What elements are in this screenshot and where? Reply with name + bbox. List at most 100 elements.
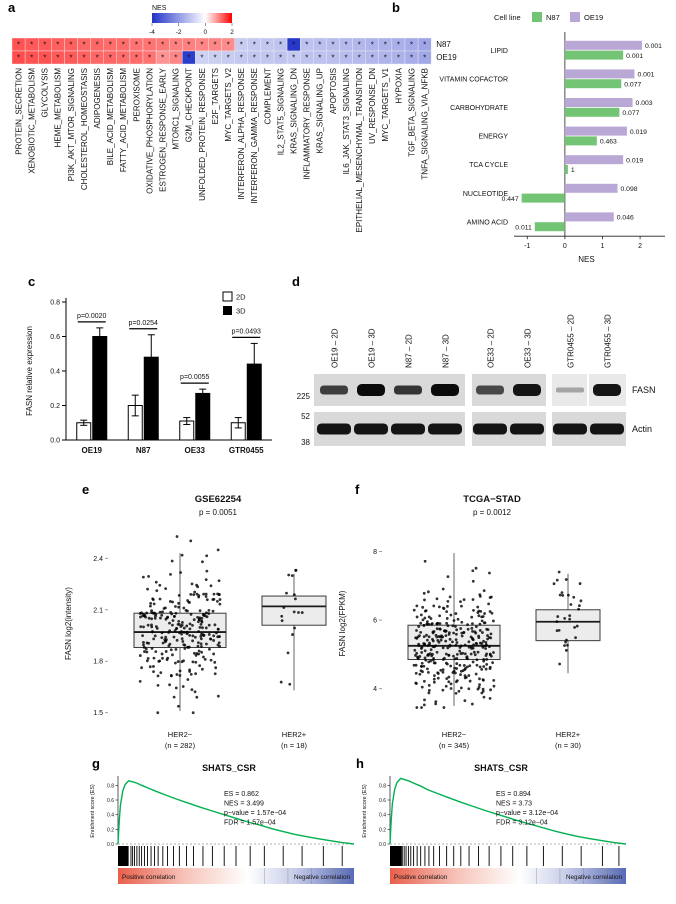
svg-text:*: * (148, 41, 151, 50)
svg-text:0.4: 0.4 (379, 813, 386, 819)
svg-text:0.077: 0.077 (624, 81, 641, 88)
panel-label-c: c (28, 274, 36, 289)
svg-text:0.098: 0.098 (621, 186, 638, 193)
svg-text:-4: -4 (149, 29, 155, 36)
svg-text:KRAS_SIGNALING_DN: KRAS_SIGNALING_DN (289, 68, 298, 154)
svg-text:HER2+: HER2+ (556, 730, 581, 739)
svg-text:0: 0 (204, 29, 208, 36)
svg-text:0.001: 0.001 (637, 72, 654, 79)
svg-text:*: * (371, 41, 374, 50)
svg-text:*: * (17, 41, 20, 50)
panel-label-b: b (392, 0, 400, 15)
svg-text:*: * (253, 54, 256, 63)
svg-text:GTR0455: GTR0455 (229, 446, 264, 455)
svg-text:0.0: 0.0 (379, 842, 386, 848)
svg-text:*: * (227, 54, 230, 63)
svg-text:NES = 3.73: NES = 3.73 (496, 801, 532, 808)
svg-text:SHATS_CSR: SHATS_CSR (202, 763, 256, 773)
svg-text:VITAMIN COFACTOR: VITAMIN COFACTOR (439, 76, 508, 83)
svg-text:PROTEIN_SECRETION: PROTEIN_SECRETION (14, 68, 23, 155)
svg-text:*: * (174, 54, 177, 63)
svg-text:XENOBIOTIC_METABOLISM: XENOBIOTIC_METABOLISM (27, 68, 36, 174)
svg-text:OE19 – 3D: OE19 – 3D (368, 328, 377, 368)
svg-text:OE33 – 3D: OE33 – 3D (524, 328, 533, 368)
svg-text:MTORC1_SIGNALING: MTORC1_SIGNALING (172, 68, 181, 150)
svg-text:KRAS_SIGNALING_UP: KRAS_SIGNALING_UP (316, 68, 325, 153)
svg-text:0.2: 0.2 (107, 827, 114, 833)
tcga-stad-boxplot: TCGA−STAD p = 0.0012 4 6 8 FASN log2(FPKM) HER… (338, 494, 601, 750)
svg-text:N87: N87 (436, 40, 451, 49)
svg-text:INTERFERON_GAMMA_RESPONSE: INTERFERON_GAMMA_RESPONSE (250, 68, 259, 204)
svg-text:0.8: 0.8 (379, 783, 386, 789)
svg-text:*: * (135, 54, 138, 63)
svg-text:Negative correlation: Negative correlation (566, 874, 622, 881)
svg-text:*: * (240, 41, 243, 50)
svg-text:TNFA_SIGNALING_VIA_NFKB: TNFA_SIGNALING_VIA_NFKB (420, 68, 429, 180)
svg-text:UV_RESPONSE_DN: UV_RESPONSE_DN (368, 68, 377, 144)
svg-text:8: 8 (373, 549, 377, 556)
svg-text:COMPLEMENT: COMPLEMENT (263, 68, 272, 125)
svg-text:0.0: 0.0 (50, 438, 60, 445)
svg-text:p=0.0254: p=0.0254 (129, 320, 158, 327)
svg-text:FASN relative expression: FASN relative expression (25, 326, 34, 416)
svg-text:*: * (82, 41, 85, 50)
svg-text:*: * (279, 54, 282, 63)
svg-text:N87: N87 (136, 446, 151, 455)
svg-text:Positive correlation: Positive correlation (122, 874, 176, 881)
svg-text:FDR = 1.57e−04: FDR = 1.57e−04 (224, 820, 276, 827)
svg-text:0.6: 0.6 (50, 334, 60, 341)
svg-text:EPITHELIAL_MESENCHYMAL_TRANSIT: EPITHELIAL_MESENCHYMAL_TRANSITION (355, 68, 364, 233)
svg-text:IL6_JAK_STAT3_SIGNALING: IL6_JAK_STAT3_SIGNALING (342, 68, 351, 174)
svg-text:*: * (161, 54, 164, 63)
svg-text:UNFOLDED_PROTEIN_RESPONSE: UNFOLDED_PROTEIN_RESPONSE (198, 68, 207, 201)
svg-text:52: 52 (301, 412, 310, 421)
svg-text:N87 – 3D: N87 – 3D (442, 334, 451, 368)
svg-text:2.4: 2.4 (93, 556, 103, 563)
svg-text:4: 4 (373, 686, 377, 693)
svg-text:0.011: 0.011 (515, 224, 532, 231)
svg-text:*: * (331, 54, 334, 63)
svg-text:OE33 – 2D: OE33 – 2D (487, 328, 496, 368)
svg-text:FASN log2(FPKM): FASN log2(FPKM) (338, 590, 347, 656)
svg-text:G2M_CHECKPOINT: G2M_CHECKPOINT (185, 68, 194, 142)
svg-text:p−value = 3.12e−04: p−value = 3.12e−04 (496, 810, 558, 817)
svg-text:OE19: OE19 (82, 446, 103, 455)
svg-text:*: * (43, 41, 46, 50)
svg-text:*: * (213, 54, 216, 63)
shats-csr-gsea-right: SHATS_CSR 0.0 0.2 0.4 0.6 0.8 Enrichment score… (362, 763, 627, 884)
svg-text:*: * (358, 41, 361, 50)
svg-text:BILE_ACID_METABOLISM: BILE_ACID_METABOLISM (106, 68, 115, 166)
svg-text:MYC_TARGETS_V2: MYC_TARGETS_V2 (224, 67, 233, 141)
fasn-expression-bar-chart: 0.0 0.2 0.4 0.6 0.8 FASN relative expression O… (25, 291, 272, 455)
svg-text:*: * (384, 41, 387, 50)
svg-text:0.019: 0.019 (630, 129, 647, 136)
svg-text:(n = 18): (n = 18) (281, 741, 308, 750)
svg-text:*: * (266, 41, 269, 50)
svg-text:*: * (200, 41, 203, 50)
svg-text:0.077: 0.077 (622, 110, 639, 117)
svg-text:p=0.0055: p=0.0055 (180, 374, 209, 381)
svg-text:*: * (253, 41, 256, 50)
svg-text:*: * (69, 54, 72, 63)
svg-text:GLYCOLYSIS: GLYCOLYSIS (41, 68, 50, 118)
svg-text:*: * (69, 41, 72, 50)
svg-text:*: * (56, 41, 59, 50)
svg-text:*: * (358, 54, 361, 63)
svg-text:*: * (174, 41, 177, 50)
svg-text:INTERFERON_ALPHA_RESPONSE: INTERFERON_ALPHA_RESPONSE (237, 68, 246, 200)
svg-text:Enrichment score (ES): Enrichment score (ES) (90, 784, 96, 838)
svg-text:PEROXISOME: PEROXISOME (132, 68, 141, 122)
svg-text:0.2: 0.2 (50, 403, 60, 410)
svg-text:*: * (318, 41, 321, 50)
nes-heatmap: NES -4 -2 0 2 * * * * * * * * * * * * * * * * * * * * * * * * * * * * * * *… (11, 5, 457, 233)
svg-text:FATTY_ACID_METABOLISM: FATTY_ACID_METABOLISM (119, 68, 128, 173)
svg-text:Cell line: Cell line (494, 13, 521, 22)
svg-text:0: 0 (563, 243, 567, 250)
svg-text:0.4: 0.4 (107, 813, 114, 819)
svg-text:0.0: 0.0 (107, 842, 114, 848)
svg-text:0.001: 0.001 (645, 43, 662, 50)
svg-text:*: * (344, 41, 347, 50)
svg-text:1.5: 1.5 (93, 710, 103, 717)
